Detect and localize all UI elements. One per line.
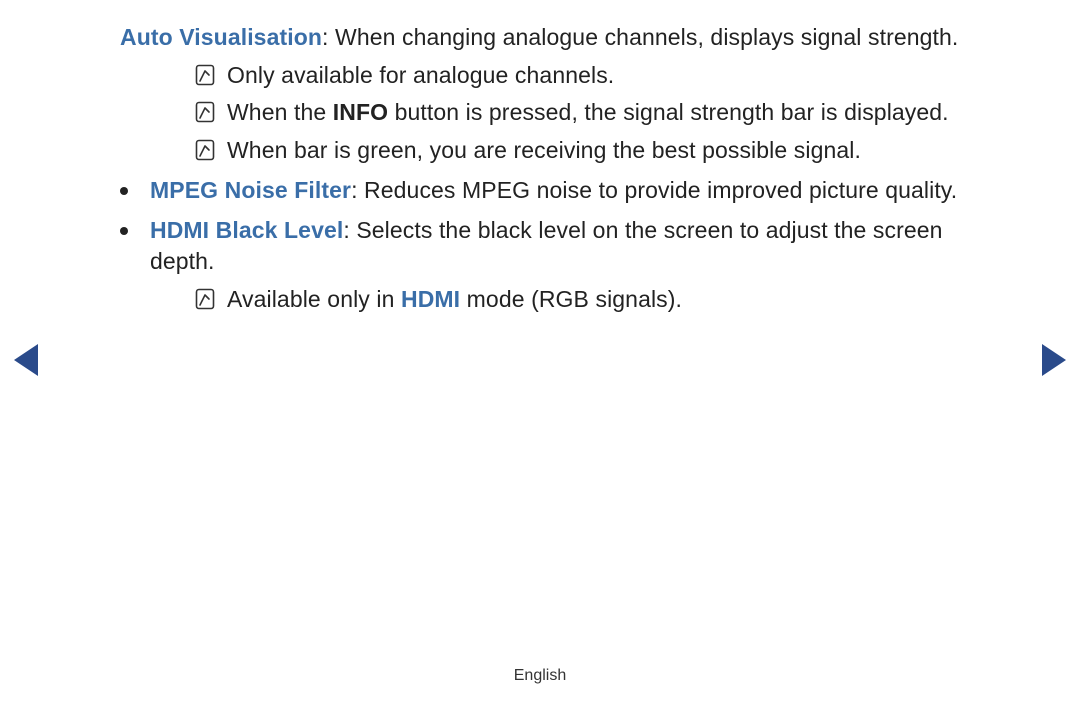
note-row: When bar is green, you are receiving the… <box>195 135 960 167</box>
note-text: When the INFO button is pressed, the sig… <box>227 97 960 129</box>
prev-page-arrow[interactable] <box>14 344 38 376</box>
manual-content: Auto Visualisation: When changing analog… <box>120 14 960 322</box>
item-title: Auto Visualisation <box>120 24 322 50</box>
item-desc: : Reduces MPEG noise to provide improved… <box>351 177 957 203</box>
note-row: Available only in HDMI mode (RGB signals… <box>195 284 960 316</box>
item-title: MPEG Noise Filter <box>150 177 351 203</box>
item-desc: : When changing analogue channels, displ… <box>322 24 958 50</box>
item-text: Auto Visualisation: When changing analog… <box>120 22 960 54</box>
note-row: Only available for analogue channels. <box>195 60 960 92</box>
item-text: HDMI Black Level: Selects the black leve… <box>150 215 960 278</box>
note-icon <box>195 101 215 123</box>
bullet-dot <box>120 187 128 195</box>
note-icon <box>195 139 215 161</box>
bullet-dot <box>120 227 128 235</box>
note-text: Available only in HDMI mode (RGB signals… <box>227 284 960 316</box>
note-text: Only available for analogue channels. <box>227 60 960 92</box>
note-row: When the INFO button is pressed, the sig… <box>195 97 960 129</box>
note-icon <box>195 288 215 310</box>
note-icon <box>195 64 215 86</box>
item-title: HDMI Black Level <box>150 217 343 243</box>
next-page-arrow[interactable] <box>1042 344 1066 376</box>
footer-language: English <box>0 667 1080 685</box>
item-text: MPEG Noise Filter: Reduces MPEG noise to… <box>150 175 960 207</box>
note-text: When bar is green, you are receiving the… <box>227 135 960 167</box>
